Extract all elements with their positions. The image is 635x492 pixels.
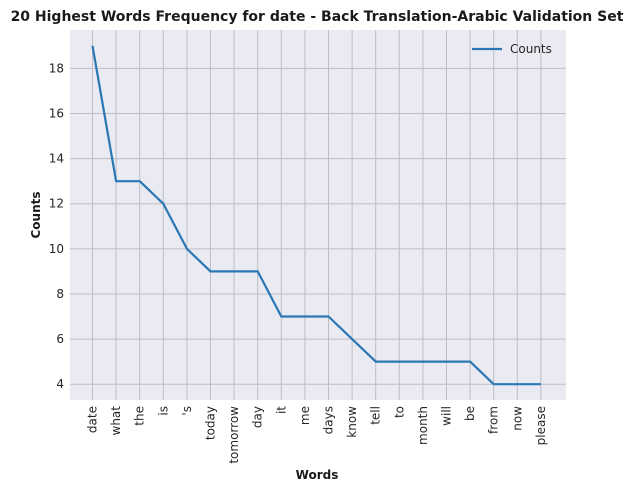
y-tick-labels: 4 6 8 10 12 14 16 18 <box>49 61 64 391</box>
x-tick-label: date <box>86 406 100 433</box>
chart-title: 20 Highest Words Frequency for date - Ba… <box>11 9 624 25</box>
y-tick-label: 14 <box>49 152 64 166</box>
x-tick-label: day <box>251 406 265 428</box>
plot-area <box>70 30 566 400</box>
x-tick-label: the <box>133 406 147 426</box>
y-axis-label: Counts <box>29 191 43 238</box>
x-tick-labels: date what the is 's today tomorrow day it me days k… <box>86 406 548 464</box>
x-tick-label: what <box>109 406 123 436</box>
x-tick-label: is <box>156 406 170 416</box>
x-tick-label: to <box>392 406 406 418</box>
x-axis-label: Words <box>296 468 339 482</box>
x-tick-label: me <box>298 406 312 425</box>
x-tick-label: today <box>204 406 218 440</box>
x-tick-label: it <box>274 406 288 414</box>
series-line-counts <box>91 45 541 386</box>
y-tick-label: 12 <box>49 197 64 211</box>
x-tick-label: be <box>463 406 477 421</box>
x-tick-label: 's <box>180 406 194 416</box>
x-tick-label: will <box>440 406 454 426</box>
y-tick-label: 4 <box>56 377 64 391</box>
x-tick-label: tomorrow <box>227 406 241 464</box>
data-points <box>92 45 541 385</box>
y-tick-label: 10 <box>49 242 64 256</box>
grid-lines <box>70 30 566 400</box>
x-tick-label: please <box>534 406 548 445</box>
x-tick-label: now <box>510 406 524 431</box>
x-tick-label: days <box>322 406 336 434</box>
x-tick-label: tell <box>369 406 383 425</box>
x-tick-label: from <box>487 406 501 434</box>
legend-label: Counts <box>510 42 552 56</box>
legend: Counts <box>472 42 552 56</box>
y-tick-label: 16 <box>49 106 64 120</box>
y-tick-label: 18 <box>49 61 64 75</box>
y-tick-label: 6 <box>56 332 64 346</box>
x-tick-label: month <box>416 406 430 445</box>
y-tick-label: 8 <box>56 287 64 301</box>
x-tick-label: know <box>345 406 359 438</box>
